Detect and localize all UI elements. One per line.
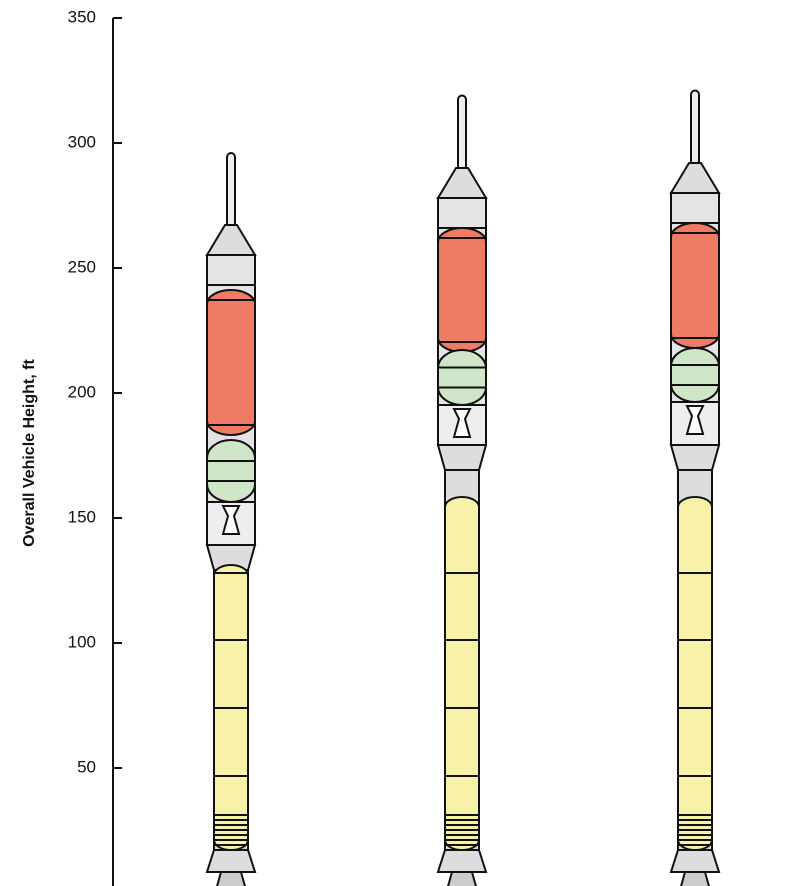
nose-cone <box>669 162 721 194</box>
y-tick-label: 350 <box>68 7 96 26</box>
y-tick-label: 250 <box>68 257 96 276</box>
y-tick-label: 100 <box>68 632 96 651</box>
rocket-tip <box>226 152 236 228</box>
rocket-tip <box>690 89 700 166</box>
rocket-tip <box>457 94 467 171</box>
interstage <box>436 444 488 471</box>
nozzle <box>205 849 257 873</box>
engine <box>452 408 472 438</box>
fuel-tank <box>670 347 720 403</box>
oxidizer-tank <box>437 227 487 353</box>
nozzle <box>436 849 488 873</box>
nozzle-bell <box>447 871 477 886</box>
y-axis-label: Overall Vehicle Height, ft <box>21 359 38 547</box>
oxidizer-tank <box>670 222 720 349</box>
y-tick-label: 50 <box>77 757 96 776</box>
fuel-tank <box>437 349 487 406</box>
propellant <box>677 496 713 851</box>
y-tick-label: 300 <box>68 132 96 151</box>
engine <box>685 405 705 435</box>
engine <box>221 505 241 535</box>
oxidizer-tank <box>206 289 256 436</box>
interstage <box>669 444 721 471</box>
nozzle-bell <box>680 871 710 886</box>
nose-cone <box>205 224 257 256</box>
propellant <box>444 496 480 851</box>
nose-cone <box>436 167 488 199</box>
nozzle-bell <box>216 871 246 886</box>
fuel-tank <box>206 439 256 503</box>
y-tick-label: 200 <box>68 382 96 401</box>
y-tick-label: 150 <box>68 507 96 526</box>
nozzle <box>669 849 721 873</box>
